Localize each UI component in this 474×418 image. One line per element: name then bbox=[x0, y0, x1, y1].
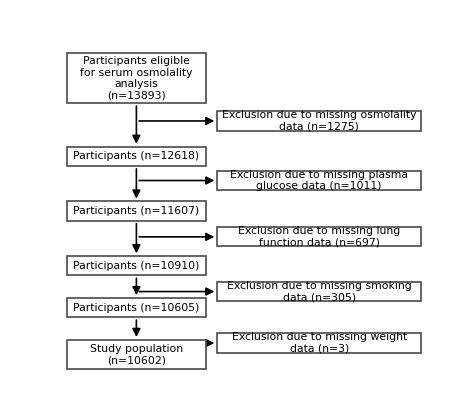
FancyBboxPatch shape bbox=[66, 147, 206, 166]
Text: Exclusion due to missing lung
function data (n=697): Exclusion due to missing lung function d… bbox=[238, 226, 400, 247]
Text: Exclusion due to missing smoking
data (n=305): Exclusion due to missing smoking data (n… bbox=[227, 281, 411, 302]
FancyBboxPatch shape bbox=[217, 111, 421, 130]
FancyBboxPatch shape bbox=[217, 282, 421, 301]
Text: Exclusion due to missing plasma
glucose data (n=1011): Exclusion due to missing plasma glucose … bbox=[230, 170, 408, 191]
Text: Participants (n=10605): Participants (n=10605) bbox=[73, 303, 200, 313]
FancyBboxPatch shape bbox=[66, 340, 206, 369]
Text: Participants (n=11607): Participants (n=11607) bbox=[73, 206, 200, 216]
FancyBboxPatch shape bbox=[217, 334, 421, 353]
Text: Exclusion due to missing weight
data (n=3): Exclusion due to missing weight data (n=… bbox=[231, 332, 407, 354]
FancyBboxPatch shape bbox=[217, 171, 421, 190]
FancyBboxPatch shape bbox=[217, 227, 421, 247]
Text: Participants (n=12618): Participants (n=12618) bbox=[73, 151, 200, 161]
Text: Study population
(n=10602): Study population (n=10602) bbox=[90, 344, 183, 365]
Text: Participants (n=10910): Participants (n=10910) bbox=[73, 261, 200, 271]
Text: Exclusion due to missing osmolality
data (n=1275): Exclusion due to missing osmolality data… bbox=[222, 110, 416, 132]
FancyBboxPatch shape bbox=[66, 201, 206, 221]
Text: Participants eligible
for serum osmolality
analysis
(n=13893): Participants eligible for serum osmolali… bbox=[80, 56, 192, 101]
FancyBboxPatch shape bbox=[66, 54, 206, 103]
FancyBboxPatch shape bbox=[66, 256, 206, 275]
FancyBboxPatch shape bbox=[66, 298, 206, 317]
